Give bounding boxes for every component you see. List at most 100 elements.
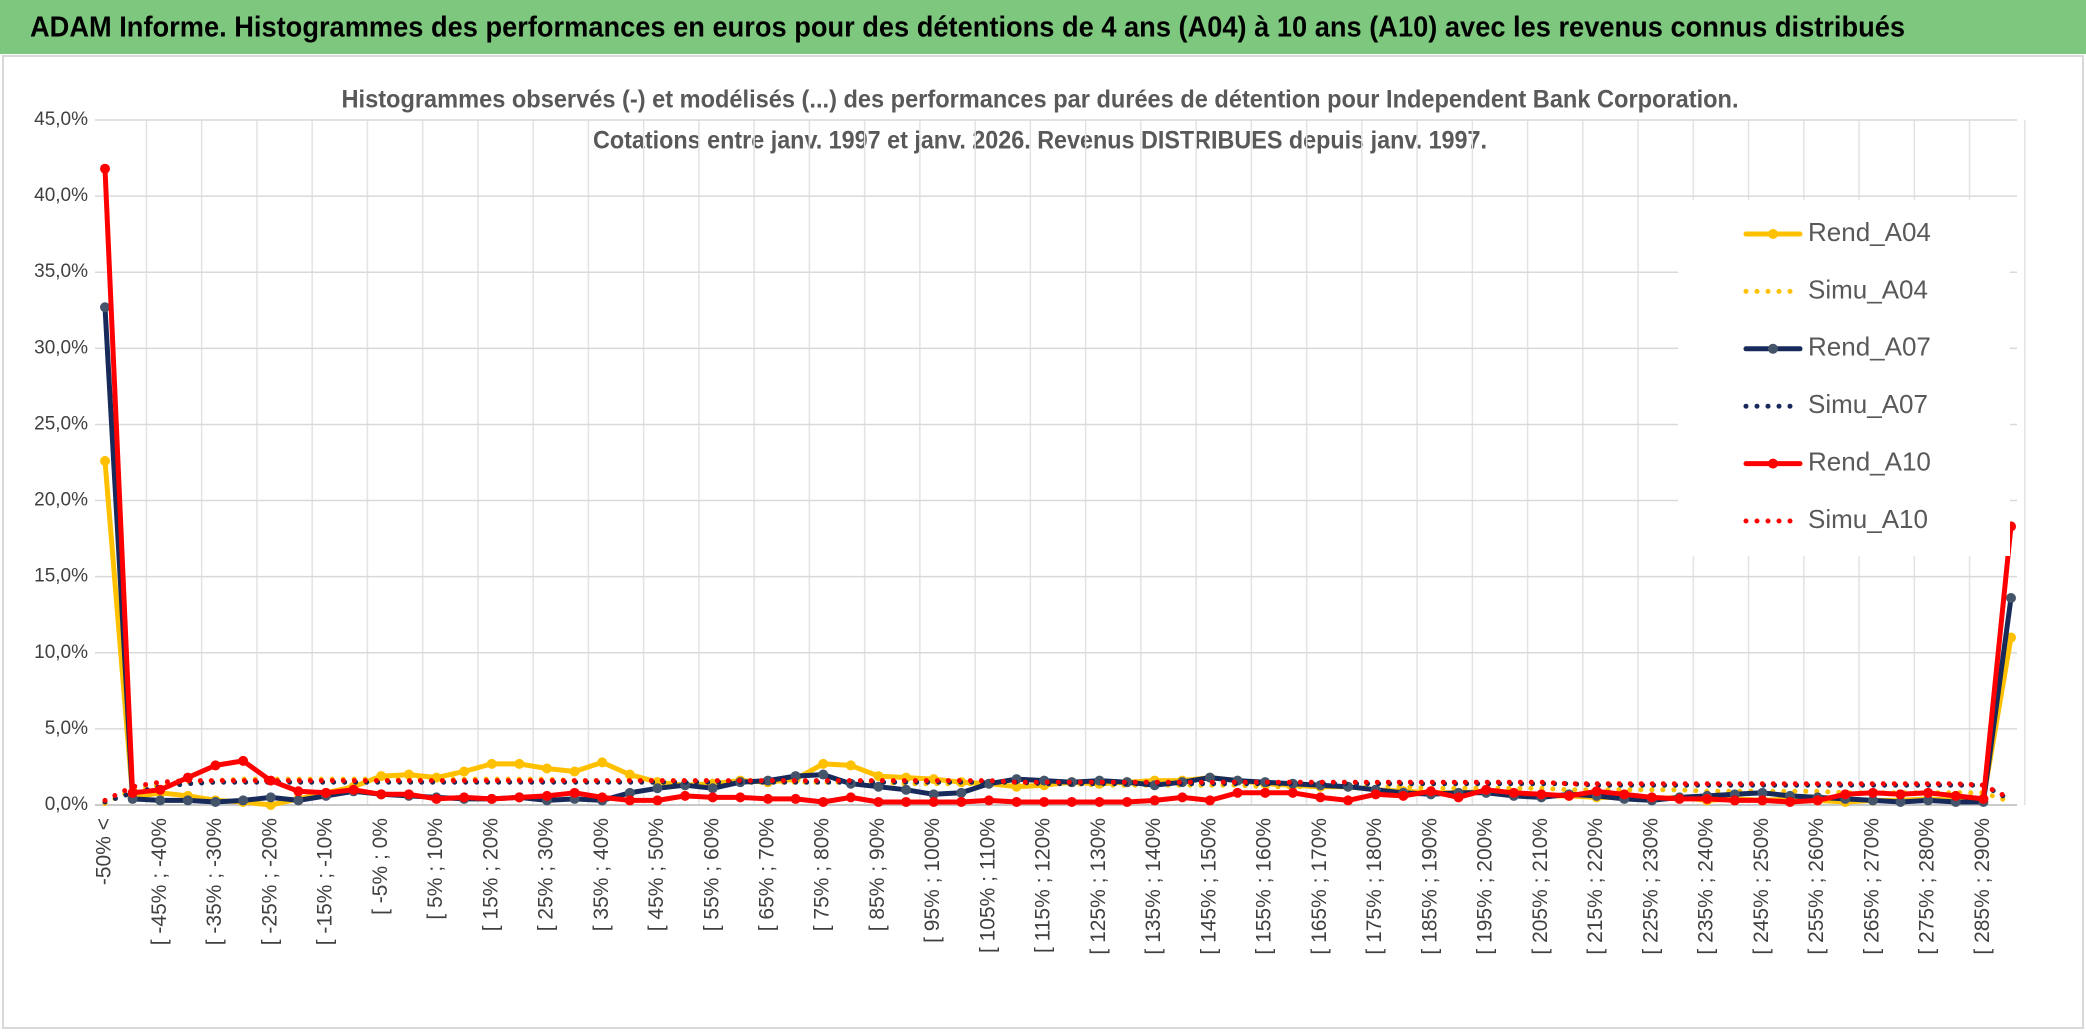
plot-area: 0,0% 5,0% 10,0% 15,0% 20,0% 25,0% 30,0% 35,0% 40…: [34, 109, 2026, 955]
x-tick-label: [ 205% ; 210%: [1529, 818, 1552, 955]
point-marker: [100, 163, 110, 174]
legend-label: Simu_A07: [1808, 389, 1928, 419]
point-marker: [100, 455, 110, 466]
point-marker: [1867, 795, 1878, 806]
x-tick-label: [ 225% ; 230%: [1639, 818, 1662, 955]
point-marker: [1867, 787, 1878, 798]
point-marker: [845, 792, 856, 803]
point-marker: [956, 796, 967, 807]
point-marker: [1619, 789, 1630, 800]
point-marker: [873, 781, 884, 792]
point-marker: [707, 792, 718, 803]
x-tick-label: [ -5% ; 0%: [369, 818, 392, 915]
x-tick-label: [ -25% ; -20%: [258, 818, 281, 945]
point-marker: [1149, 795, 1160, 806]
x-tick-label: [ 215% ; 220%: [1584, 818, 1607, 955]
legend-box: [1678, 200, 2010, 556]
y-tick-label: 30,0%: [34, 337, 88, 358]
point-marker: [1895, 796, 1906, 807]
legend-label: Rend_A07: [1808, 332, 1931, 362]
point-marker: [210, 760, 221, 771]
x-tick-label: [ 55% ; 60%: [700, 818, 723, 931]
legend-label: Simu_A10: [1808, 504, 1928, 534]
point-marker: [707, 783, 718, 794]
point-marker: [486, 793, 497, 804]
x-tick-label: [ -35% ; -30%: [203, 818, 226, 945]
x-tick-label: [ 285% ; 290%: [1971, 818, 1994, 955]
point-marker: [376, 789, 387, 800]
x-tick-label: [ 195% ; 200%: [1474, 818, 1497, 955]
x-tick-label: [ 35% ; 40%: [590, 818, 613, 931]
point-marker: [818, 758, 829, 769]
point-marker: [431, 793, 442, 804]
point-marker: [265, 775, 276, 786]
point-marker: [403, 789, 414, 800]
point-marker: [901, 796, 912, 807]
x-tick-label: [ 175% ; 180%: [1363, 818, 1386, 955]
x-tick-label: [ 165% ; 170%: [1308, 818, 1331, 955]
point-marker: [1011, 796, 1022, 807]
x-tick-label: [ 75% ; 80%: [811, 818, 834, 931]
point-marker: [1591, 786, 1602, 797]
point-marker: [1204, 795, 1215, 806]
point-marker: [956, 787, 967, 798]
point-marker: [1315, 792, 1326, 803]
point-marker: [1950, 790, 1961, 801]
y-tick-label: 45,0%: [34, 109, 88, 130]
x-tick-label: [ 115% ; 120%: [1032, 818, 1055, 953]
point-marker: [1508, 787, 1519, 798]
point-marker: [2006, 592, 2016, 603]
point-marker: [1895, 789, 1906, 800]
point-marker: [928, 796, 939, 807]
point-marker: [1812, 795, 1823, 806]
point-marker: [624, 787, 635, 798]
point-marker: [1370, 789, 1381, 800]
point-marker: [1122, 796, 1133, 807]
legend-marker: [1768, 229, 1778, 239]
point-marker: [459, 766, 470, 777]
point-marker: [1481, 784, 1492, 795]
point-marker: [541, 790, 552, 801]
point-marker: [1343, 795, 1354, 806]
point-marker: [1674, 793, 1685, 804]
point-marker: [818, 796, 829, 807]
y-tick-label: 40,0%: [34, 185, 88, 206]
x-tick-label: [ 5% ; 10%: [424, 818, 447, 920]
x-tick-label: [ 85% ; 90%: [866, 818, 889, 931]
x-tick-label: [ 255% ; 260%: [1805, 818, 1828, 955]
point-marker: [1398, 790, 1409, 801]
chart-title: Histogrammes observés (-) et modélisés (…: [342, 86, 1739, 114]
point-marker: [1564, 790, 1575, 801]
point-marker: [265, 800, 276, 810]
point-marker: [155, 784, 166, 795]
point-marker: [1536, 789, 1547, 800]
point-marker: [265, 792, 276, 803]
chart-subtitle: Cotations entre janv. 1997 et janv. 2026…: [593, 127, 1487, 155]
x-tick-label: [ 275% ; 280%: [1916, 818, 1939, 955]
x-tick-label: [ 265% ; 270%: [1860, 818, 1883, 955]
x-tick-label: [ -45% ; -40%: [148, 818, 171, 945]
x-tick-label: [ 105% ; 110%: [976, 818, 999, 953]
point-marker: [790, 793, 801, 804]
x-tick-label: [ -15% ; -10%: [314, 818, 337, 945]
simulated-line: [102, 778, 2014, 803]
point-marker: [293, 795, 304, 806]
point-marker: [624, 795, 635, 806]
x-tick-label: [ 155% ; 160%: [1253, 818, 1276, 955]
legend-marker: [1768, 458, 1778, 469]
x-tick-label: [ 235% ; 240%: [1695, 818, 1718, 955]
x-tick-label: [ 135% ; 140%: [1142, 818, 1165, 955]
point-marker: [818, 769, 829, 780]
point-marker: [735, 792, 746, 803]
point-marker: [459, 792, 470, 803]
point-marker: [597, 757, 608, 768]
x-tick-label: [ 125% ; 130%: [1087, 818, 1110, 955]
point-marker: [873, 796, 884, 807]
point-marker: [210, 796, 221, 807]
point-marker: [1177, 792, 1188, 803]
point-marker: [514, 758, 525, 769]
legend-label: Rend_A04: [1808, 217, 1931, 247]
point-marker: [541, 763, 552, 774]
x-tick-label: [ 65% ; 70%: [756, 818, 779, 931]
x-tick-label: [ 245% ; 250%: [1750, 818, 1773, 955]
